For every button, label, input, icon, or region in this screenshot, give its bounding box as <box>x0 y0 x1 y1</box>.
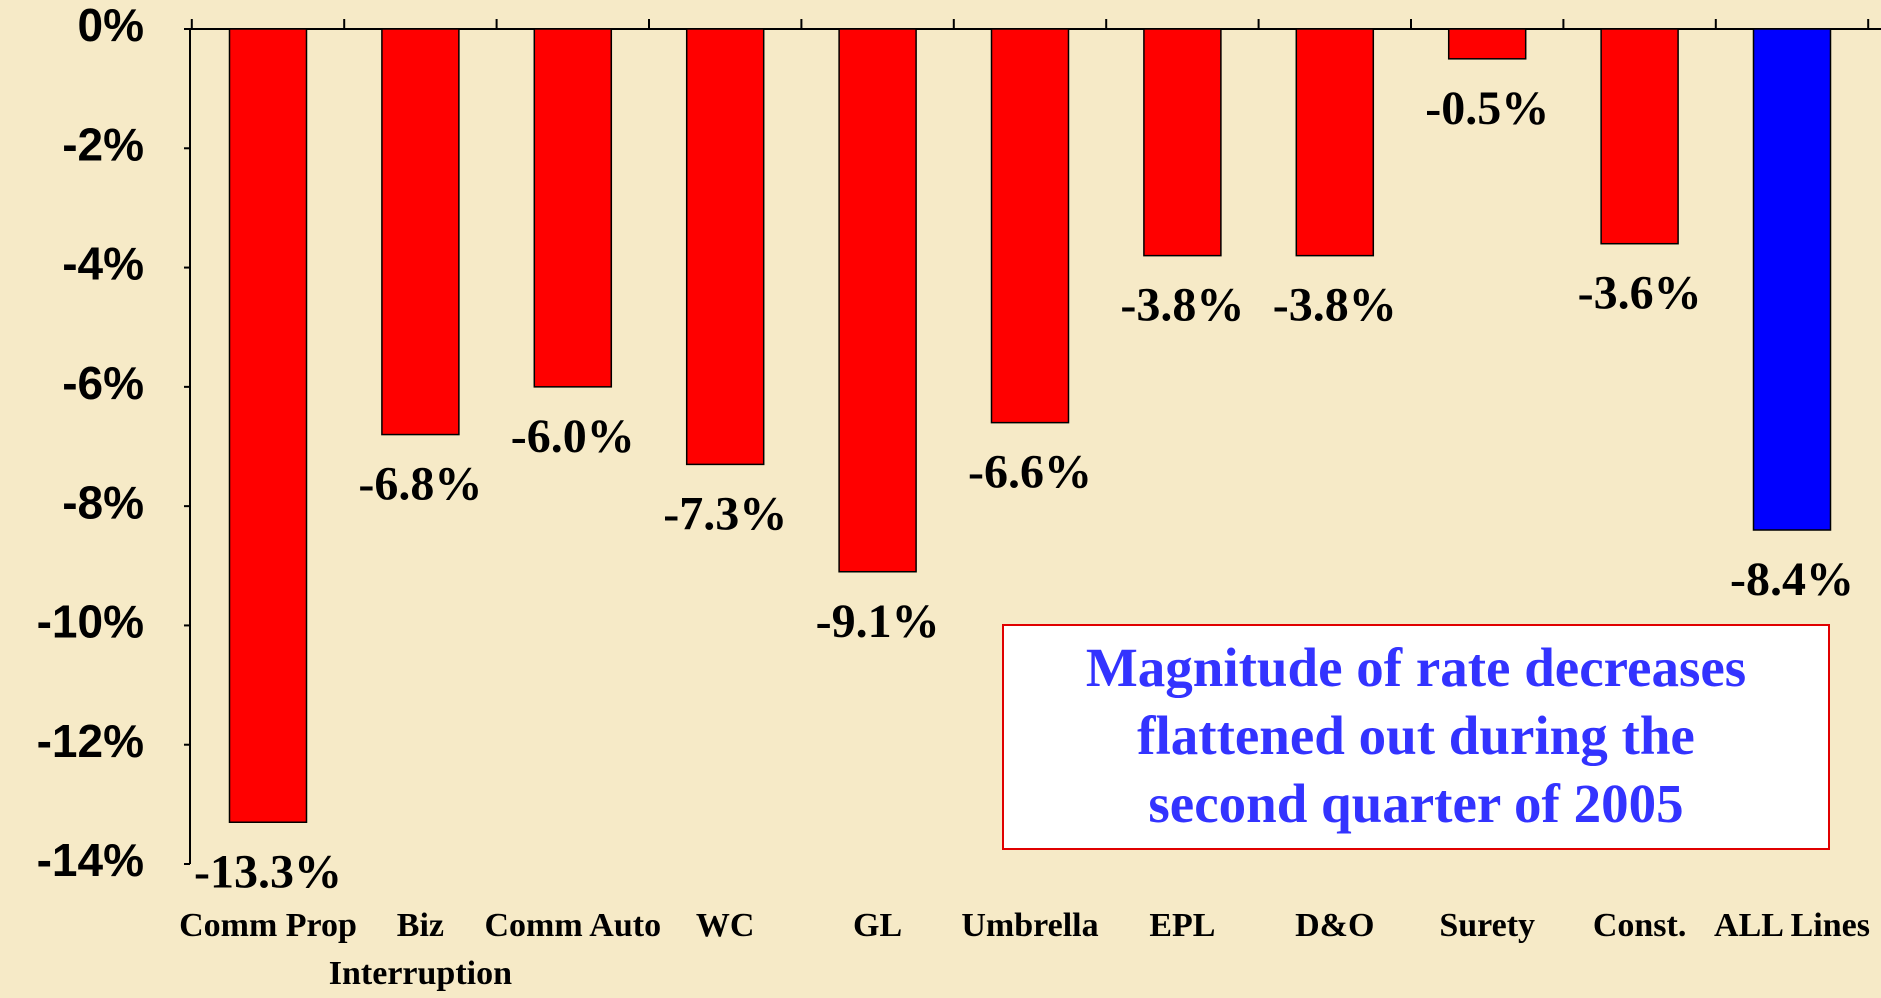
bar <box>381 28 460 436</box>
bar <box>685 28 765 466</box>
x-tick-label: D&O <box>1295 907 1375 944</box>
y-tick-label: -8% <box>62 476 144 528</box>
x-tick-label: ALL Lines <box>1714 907 1870 944</box>
value-label: -6.6% <box>968 446 1092 499</box>
annotation-line: Magnitude of rate decreases <box>1085 637 1747 698</box>
bar <box>1600 28 1679 245</box>
x-tick-label: Comm Auto <box>484 907 662 944</box>
value-label: -13.3% <box>194 845 342 898</box>
x-tick-label: Umbrella <box>961 907 1099 944</box>
value-label: -0.5% <box>1425 82 1549 135</box>
y-tick-label: 0% <box>78 0 144 51</box>
value-label: -6.0% <box>511 410 635 463</box>
bar <box>990 28 1070 424</box>
y-tick-label: -6% <box>62 357 144 409</box>
value-label: -8.4% <box>1730 553 1854 606</box>
x-tick-label: Biz Interruption <box>328 907 512 992</box>
y-tick-label: -10% <box>37 596 144 648</box>
y-tick-label: -14% <box>37 834 144 886</box>
y-tick-label: -4% <box>62 238 144 290</box>
bar <box>1447 28 1527 60</box>
x-tick-label: Surety <box>1439 907 1536 944</box>
bar <box>1295 28 1375 257</box>
value-label: -3.6% <box>1578 267 1702 320</box>
y-tick-label: -2% <box>62 118 144 170</box>
value-label: -3.8% <box>1273 279 1397 332</box>
annotation-line: second quarter of 2005 <box>1148 773 1684 834</box>
bar <box>1143 28 1222 257</box>
bar <box>533 28 613 388</box>
bar <box>228 28 308 823</box>
x-tick-label: Comm Prop <box>179 907 357 944</box>
bar <box>838 28 917 573</box>
y-tick-label: -12% <box>37 715 144 767</box>
annotation-box: Magnitude of rate decreases flattened ou… <box>1002 624 1830 850</box>
x-tick-label: Const. <box>1592 907 1687 944</box>
x-tick-label: WC <box>695 907 755 944</box>
x-tick-label: GL <box>853 907 903 944</box>
value-label: -7.3% <box>663 487 787 540</box>
bar <box>1752 28 1832 531</box>
value-label: -9.1% <box>816 595 940 648</box>
annotation-line: flattened out during the <box>1137 705 1695 766</box>
value-label: -6.8% <box>358 458 482 511</box>
value-label: -3.8% <box>1120 279 1244 332</box>
x-tick-label: EPL <box>1149 907 1216 944</box>
